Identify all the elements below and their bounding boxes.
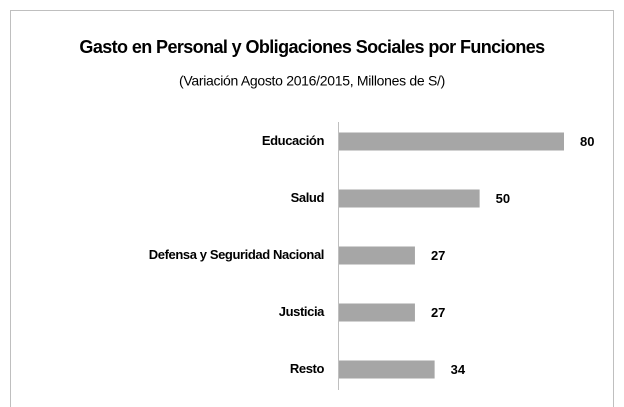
chart-subtitle: (Variación Agosto 2016/2015, Millones de…	[179, 73, 445, 89]
bar	[339, 132, 564, 151]
chart-title: Gasto en Personal y Obligaciones Sociale…	[79, 37, 545, 57]
category-label: Resto	[290, 361, 325, 376]
value-label: 27	[431, 248, 445, 263]
chart-frame	[10, 10, 614, 407]
value-label: 27	[431, 305, 445, 320]
category-label: Justicia	[279, 304, 325, 319]
value-label: 34	[451, 362, 466, 377]
bar	[339, 303, 415, 322]
value-label: 80	[580, 134, 594, 149]
category-label: Defensa y Seguridad Nacional	[149, 247, 324, 262]
bar	[339, 189, 480, 208]
value-label: 50	[496, 191, 510, 206]
category-label: Educación	[262, 133, 325, 148]
bar	[339, 360, 435, 379]
bar	[339, 246, 415, 265]
category-label: Salud	[291, 190, 325, 205]
